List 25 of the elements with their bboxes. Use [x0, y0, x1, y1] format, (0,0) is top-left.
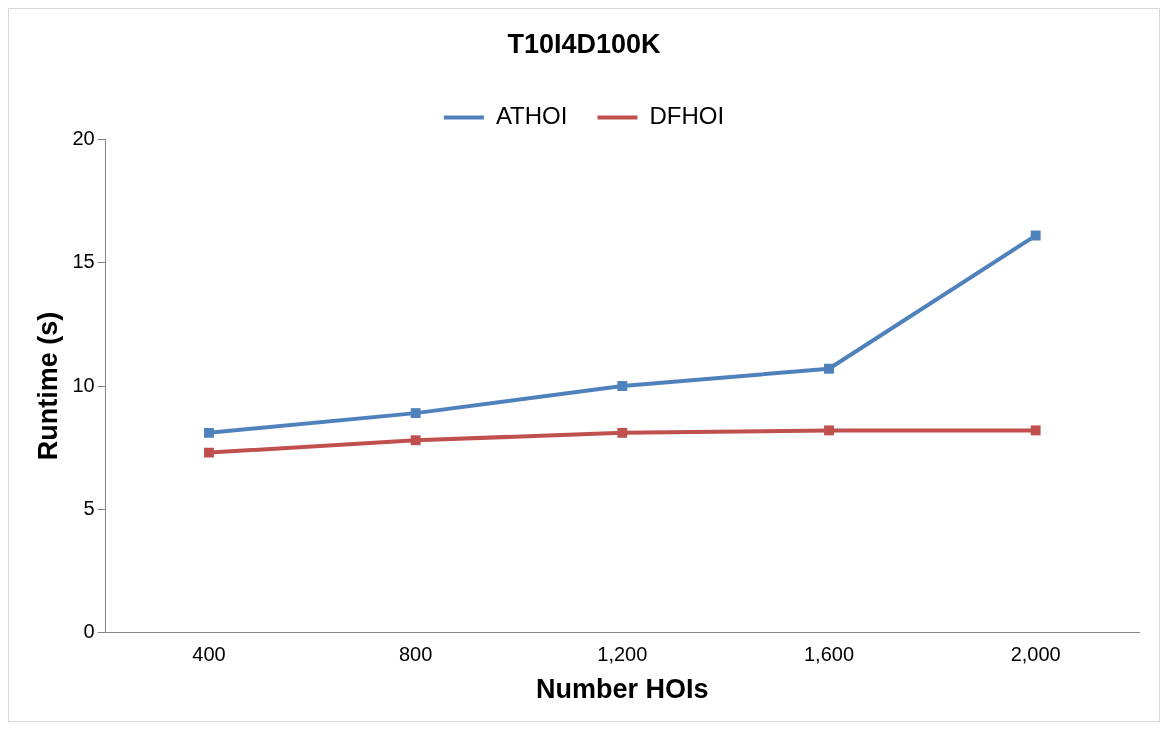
point	[410, 408, 421, 419]
point	[617, 381, 628, 391]
x-tick-label: 800	[398, 643, 433, 666]
point	[824, 363, 834, 374]
chart-title: T10I4D100K	[507, 28, 662, 59]
y-tick-label: 5	[83, 496, 95, 519]
legend-label: ATHOI	[495, 102, 568, 130]
y-tick-label: 10	[72, 373, 95, 396]
point	[204, 447, 214, 458]
point	[617, 427, 628, 438]
x-tick-label: 2,000	[1010, 643, 1061, 666]
x-tick-label: 400	[192, 643, 226, 666]
x-tick-label: 1,600	[803, 643, 855, 666]
point	[1030, 230, 1041, 241]
legend-label: DFHOI	[649, 102, 725, 130]
point	[410, 435, 421, 446]
point	[1030, 425, 1041, 436]
y-tick-label: 20	[72, 126, 95, 149]
y-axis-title: Runtime (s)	[32, 311, 63, 461]
x-axis-title: Number HOIs	[536, 674, 709, 705]
point	[204, 427, 214, 438]
x-tick-label: 1,200	[597, 643, 648, 666]
y-tick-label: 15	[72, 250, 95, 273]
y-tick-label: 0	[83, 620, 95, 643]
point	[824, 425, 834, 436]
